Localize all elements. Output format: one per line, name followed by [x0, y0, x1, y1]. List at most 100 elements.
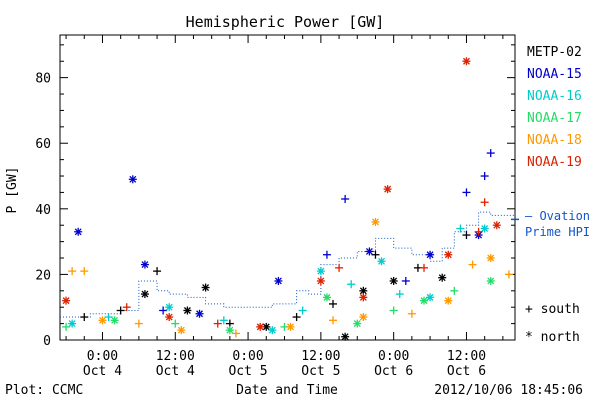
- x-tick-label-time: 12:00: [156, 349, 195, 364]
- metp-02-point-north: [389, 276, 398, 285]
- noaa-18-point-north: [359, 313, 368, 322]
- legend-entry-metp-02: METP-02: [527, 45, 582, 60]
- legend: METP-02 NOAA-15 NOAA-16 NOAA-17 NOAA-18 NOAA-…: [527, 45, 582, 170]
- x-tick-label-date: Oct 5: [301, 364, 340, 379]
- y-tick-label: 80: [35, 72, 51, 87]
- noaa-16-point-north: [426, 293, 435, 302]
- noaa-15-point-north: [274, 276, 283, 285]
- noaa-15-point-north: [140, 260, 149, 269]
- noaa-16-point-south: [219, 316, 228, 325]
- x-tick-label-time: 12:00: [301, 349, 340, 364]
- legend-entry-noaa-16: NOAA-16: [527, 89, 582, 104]
- data-points: [62, 57, 513, 341]
- marker-legend: + south * north: [525, 302, 580, 345]
- noaa-19-point-north: [62, 296, 71, 305]
- noaa-15-point-north: [195, 309, 204, 318]
- ovation-step-line: [60, 211, 515, 318]
- x-axis-label: Date and Time: [236, 383, 338, 398]
- noaa-15-point-north: [74, 227, 83, 236]
- metp-02-point-north: [183, 306, 192, 315]
- plot-credit: Plot: CCMC: [5, 383, 83, 398]
- y-axis: 0 20 40 60 80: [35, 44, 515, 349]
- noaa-16-point-south: [395, 290, 404, 299]
- noaa-19-point-south: [474, 227, 483, 236]
- legend-entry-noaa-15: NOAA-15: [527, 67, 582, 82]
- noaa-16-point-south: [298, 306, 307, 315]
- ovation-legend-line2: Prime HPI: [525, 225, 590, 239]
- noaa-19-point-north: [492, 221, 501, 230]
- y-axis-label: P [GW]: [5, 167, 20, 214]
- ovation-prime-hpi-line: [60, 211, 519, 318]
- noaa-17-point-north: [486, 276, 495, 285]
- noaa-19-point-south: [480, 198, 489, 207]
- legend-entry-noaa-19: NOAA-19: [527, 155, 582, 170]
- plot-frame: [59, 34, 516, 341]
- noaa-19-point-north: [165, 313, 174, 322]
- noaa-17-point-north: [110, 316, 119, 325]
- metp-02-point-south: [292, 313, 301, 322]
- noaa-15-point-south: [322, 250, 331, 259]
- noaa-18-point-north: [98, 316, 107, 325]
- x-tick-label-date: Oct 4: [83, 364, 122, 379]
- x-tick-label-time: 0:00: [232, 349, 263, 364]
- x-tick-label-date: Oct 4: [156, 364, 195, 379]
- noaa-17-point-south: [389, 306, 398, 315]
- noaa-18-point-south: [231, 329, 240, 338]
- x-tick-label-date: Oct 6: [447, 364, 486, 379]
- noaa-19-point-north: [462, 57, 471, 66]
- noaa-19-point-north: [359, 293, 368, 302]
- noaa-16-point-south: [347, 280, 356, 289]
- noaa-17-point-north: [353, 319, 362, 328]
- metp-02-point-south: [462, 231, 471, 240]
- noaa-16-point-north: [377, 257, 386, 266]
- ovation-legend-line1: – Ovation: [525, 209, 590, 223]
- noaa-16-point-south: [104, 313, 113, 322]
- noaa-19-point-north: [444, 250, 453, 259]
- y-tick-label: 0: [43, 334, 51, 349]
- noaa-18-point-north: [371, 217, 380, 226]
- noaa-15-point-north: [128, 175, 137, 184]
- noaa-17-point-north: [420, 296, 428, 305]
- metp-02-point-north: [201, 283, 210, 292]
- noaa-15-point-south: [462, 188, 471, 197]
- marker-legend-north: * north: [525, 330, 580, 345]
- x-tick-label-date: Oct 6: [374, 364, 413, 379]
- metp-02-point-south: [371, 250, 380, 259]
- noaa-15-point-south: [159, 306, 168, 315]
- x-tick-label-time: 0:00: [378, 349, 409, 364]
- chart-title: Hemispheric Power [GW]: [186, 13, 385, 31]
- noaa-18-point-south: [504, 270, 513, 279]
- marker-legend-south: + south: [525, 302, 580, 317]
- metp-02-point-south: [80, 313, 89, 322]
- noaa-19-point-south: [335, 263, 344, 272]
- metp-02-point-north: [140, 290, 149, 299]
- legend-entry-noaa-17: NOAA-17: [527, 111, 582, 126]
- noaa-16-point-north: [165, 303, 174, 312]
- metp-02-point-south: [116, 306, 125, 315]
- noaa-18-point-north: [286, 322, 295, 331]
- metp-02-point-south: [329, 299, 337, 308]
- legend-entry-noaa-18: NOAA-18: [527, 133, 582, 148]
- noaa-15-point-south: [401, 276, 410, 285]
- noaa-18-point-south: [329, 316, 337, 325]
- noaa-15-point-south: [480, 172, 489, 181]
- noaa-17-point-north: [225, 326, 234, 335]
- metp-02-point-north: [341, 332, 350, 341]
- noaa-18-point-south: [407, 309, 416, 318]
- noaa-18-point-south: [68, 267, 77, 276]
- metp-02-point-north: [262, 322, 271, 331]
- noaa-15-point-south: [486, 149, 495, 158]
- noaa-16-point-north: [480, 224, 489, 233]
- noaa-18-point-north: [486, 254, 495, 263]
- noaa-18-point-north: [177, 326, 186, 335]
- metp-02-point-north: [438, 273, 447, 282]
- noaa-19-point-north: [316, 276, 325, 285]
- noaa-15-point-north: [365, 247, 374, 256]
- noaa-17-point-north: [322, 293, 331, 302]
- noaa-16-point-north: [68, 319, 77, 328]
- noaa-18-point-north: [444, 296, 453, 305]
- x-tick-label-time: 12:00: [447, 349, 486, 364]
- y-tick-label: 60: [35, 137, 51, 152]
